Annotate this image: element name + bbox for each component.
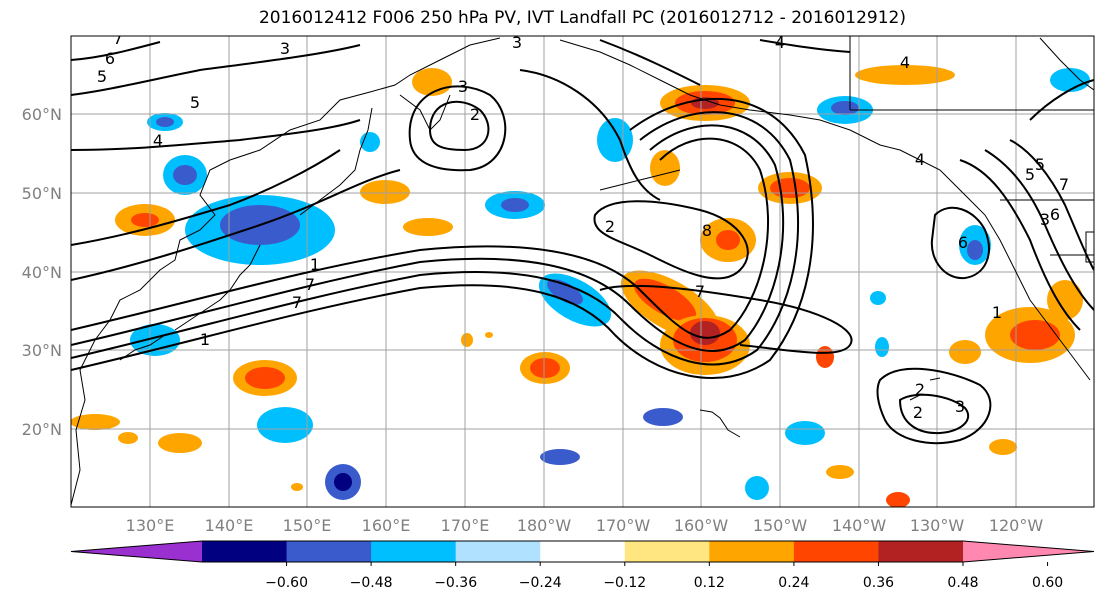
colorbar-tick-label: −0.48 <box>350 575 393 591</box>
colorbar-outline <box>70 540 1095 563</box>
lat-label: 30°N <box>22 341 62 360</box>
colorbar-segment <box>624 541 710 562</box>
colorbar-extend-low <box>71 541 202 562</box>
colorbar-segment <box>455 541 541 562</box>
colorbar-tick-label: −0.36 <box>434 575 477 591</box>
contour-label: 3 <box>1040 210 1050 229</box>
contour-label: 5 <box>1035 155 1045 174</box>
graticule <box>71 36 1094 507</box>
map-title: 2016012412 F006 250 hPa PV, IVT Landfall… <box>258 8 906 28</box>
contour-label: 2 <box>913 403 923 422</box>
contour-label: 7 <box>695 282 705 301</box>
contour-label: 2 <box>915 380 925 399</box>
colorbar-tick-label: −0.24 <box>519 575 562 591</box>
lon-label: 170°E <box>441 516 490 535</box>
contour-label: 6 <box>105 49 115 68</box>
contour-label: 1 <box>200 330 210 349</box>
lon-label: 140°E <box>205 516 254 535</box>
colorbar-tick-label: 0.36 <box>863 575 894 591</box>
colorbar-tick-label: −0.12 <box>603 575 646 591</box>
lat-label: 60°N <box>22 105 62 124</box>
colorbar-segment <box>793 541 879 562</box>
lon-label: 150°E <box>283 516 332 535</box>
contour-label: 7 <box>113 29 123 48</box>
lon-label: 160°W <box>674 516 729 535</box>
lon-label: 170°W <box>596 516 651 535</box>
contour-label: 6 <box>1050 205 1060 224</box>
lon-label: 140°W <box>832 516 887 535</box>
lon-label: 150°W <box>753 516 808 535</box>
colorbar <box>70 540 1095 563</box>
pv-anomaly-shading <box>71 65 1090 507</box>
colorbar-segment <box>371 541 457 562</box>
contour-label: 2 <box>605 217 615 236</box>
colorbar-segment <box>540 541 626 562</box>
coastlines <box>71 36 1094 506</box>
contour-label: 6 <box>958 233 968 252</box>
map-frame <box>70 35 1095 508</box>
lon-label: 160°E <box>362 516 411 535</box>
contour-label: 7 <box>305 275 315 294</box>
colorbar-segment <box>878 541 964 562</box>
colorbar-segment <box>202 541 288 562</box>
contour-label: 4 <box>153 131 163 150</box>
colorbar-tick-label: 0.12 <box>694 575 725 591</box>
lon-label: 120°W <box>989 516 1044 535</box>
contour-label: 5 <box>1025 165 1035 184</box>
contour-label: 5 <box>190 93 200 112</box>
contour-label: 1 <box>310 255 320 274</box>
colorbar-tick-label: 0.24 <box>778 575 809 591</box>
contour-label: 3 <box>458 77 468 96</box>
contour-label: 1 <box>992 303 1002 322</box>
contour-label: 4 <box>775 33 785 52</box>
contour-label: 2 <box>470 105 480 124</box>
colorbar-segment <box>286 541 372 562</box>
lat-label: 20°N <box>22 420 62 439</box>
lon-label: 180°W <box>517 516 572 535</box>
contour-label: 8 <box>702 221 712 240</box>
lon-label: 130°W <box>910 516 965 535</box>
colorbar-tick-label: −0.60 <box>265 575 308 591</box>
pv-contours <box>71 39 1094 444</box>
contour-label: 3 <box>280 39 290 58</box>
contour-label: 7 <box>292 293 302 312</box>
contour-label: 7 <box>1059 175 1069 194</box>
colorbar-segment <box>709 541 795 562</box>
contour-label: 3 <box>512 33 522 52</box>
colorbar-tick-label: 0.60 <box>1032 575 1063 591</box>
contour-label: 4 <box>915 150 925 169</box>
lon-label: 130°E <box>126 516 175 535</box>
lat-label: 40°N <box>22 263 62 282</box>
colorbar-tick-label: 0.48 <box>947 575 978 591</box>
colorbar-extend-high <box>963 541 1094 562</box>
contour-label: 4 <box>900 53 910 72</box>
contour-label: 5 <box>97 67 107 86</box>
lat-label: 50°N <box>22 184 62 203</box>
contour-label: 3 <box>955 397 965 416</box>
